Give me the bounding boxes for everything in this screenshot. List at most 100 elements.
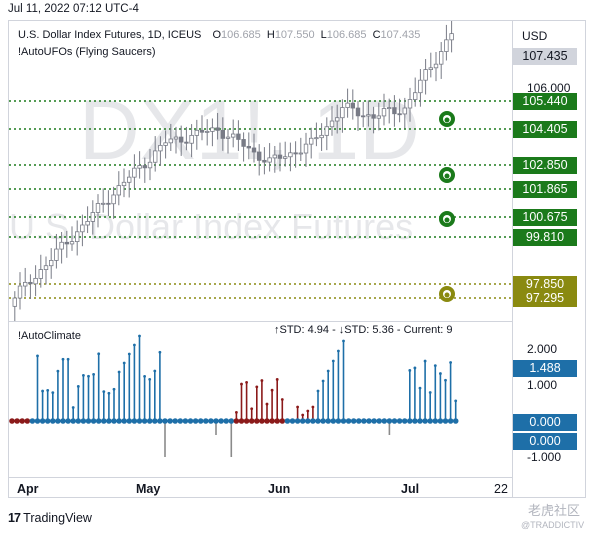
climate-dot: [50, 418, 56, 424]
climate-bar-cap: [265, 402, 269, 406]
level-tag: 101.865: [513, 181, 577, 198]
climate-bar-cap: [235, 410, 238, 414]
climate-dot: [95, 418, 102, 424]
climate-dot: [228, 418, 235, 424]
climate-bar-cap: [66, 357, 70, 361]
climate-dot: [350, 418, 357, 424]
climate-dot: [401, 418, 408, 424]
climate-dot: [243, 418, 250, 424]
climate-tick-bottom: -1.000: [527, 450, 562, 464]
candle-body: [80, 224, 85, 233]
symbol-name[interactable]: U.S. Dollar Index Futures, 1D, ICEUS: [18, 29, 202, 41]
open-value: 106.685: [221, 29, 261, 41]
climate-bar-cap: [337, 349, 340, 353]
candle-body: [220, 129, 225, 139]
candle-body: [158, 144, 163, 152]
ufo-marker-dot: [444, 173, 450, 179]
candle-body: [43, 265, 49, 271]
climate-dot: [335, 418, 342, 424]
climate-bar-cap: [326, 369, 330, 373]
climate-zero-tag-b: 0.000: [513, 433, 577, 450]
climate-dot: [371, 418, 377, 424]
watermark-ticker: DX1!, 1D: [79, 83, 420, 177]
climate-bar-cap: [148, 377, 152, 381]
climate-dot: [238, 418, 245, 424]
climate-dot: [407, 418, 413, 424]
climate-dot: [126, 418, 133, 424]
climate-bar-cap: [112, 387, 116, 391]
candle-body: [303, 143, 309, 154]
watermark-name: U.S. Dollar Index Futures: [9, 206, 413, 247]
climate-dot: [121, 418, 127, 424]
climate-dot: [65, 418, 71, 424]
indicator-legend[interactable]: !AutoUFOs (Flying Saucers): [18, 46, 156, 58]
brand-name: TradingView: [23, 511, 92, 525]
candle-body: [49, 260, 54, 267]
candle-body: [288, 152, 293, 158]
climate-dot: [80, 418, 87, 424]
climate-dot: [432, 418, 439, 424]
climate-bar-cap: [342, 339, 345, 343]
candle-body: [272, 154, 277, 159]
candle-body: [184, 141, 189, 144]
candle-body: [215, 127, 220, 131]
time-axis[interactable]: Apr May Jun Jul 22: [9, 477, 512, 497]
tradingview-brand[interactable]: 17 TradingView: [8, 511, 92, 525]
price-axis[interactable]: 107.435 106.000 105.440 104.405 102.850 101…: [512, 21, 585, 497]
climate-bar-cap: [439, 372, 442, 375]
climate-dot: [274, 418, 281, 424]
level-tag: 100.675: [513, 209, 577, 226]
climate-dot: [330, 418, 337, 424]
climate-dot: [60, 418, 66, 424]
candle-body: [428, 67, 433, 70]
candle-body: [355, 107, 361, 117]
climate-bar-cap: [102, 390, 106, 394]
candle-body: [397, 113, 402, 116]
climate-bar-cap: [71, 406, 75, 409]
candle-body: [59, 241, 64, 250]
climate-dot: [437, 418, 444, 424]
candle-body: [360, 115, 366, 118]
climate-dot: [85, 418, 92, 424]
candle-body: [95, 203, 101, 213]
climate-dot: [325, 418, 332, 424]
climate-bar-cap: [56, 369, 60, 373]
climate-dot: [172, 418, 178, 424]
climate-dot: [345, 418, 352, 424]
candle-body: [17, 285, 23, 299]
climate-dot: [254, 418, 260, 424]
candle-body: [314, 137, 319, 140]
climate-dot: [75, 418, 82, 424]
candle-body: [199, 129, 205, 133]
climate-dot: [315, 418, 321, 424]
climate-dot: [294, 418, 301, 424]
candle-body: [111, 194, 116, 205]
climate-bar-cap: [454, 399, 458, 403]
candle-body: [340, 107, 345, 119]
chart-canvas[interactable]: DX1!, 1D U.S. Dollar Index Futures: [9, 21, 512, 477]
climate-dot: [44, 418, 51, 424]
climate-bar-cap: [418, 386, 422, 390]
climate-dot: [356, 418, 362, 424]
candle-body: [366, 114, 371, 117]
candle-body: [54, 248, 59, 261]
candle-body: [246, 145, 251, 149]
climate-dot: [381, 418, 388, 424]
candle-body: [319, 134, 324, 139]
tradingview-logo-icon: 17: [8, 511, 21, 525]
climate-dot: [213, 418, 219, 424]
climate-dot: [208, 418, 214, 424]
candle-body: [371, 114, 376, 119]
x-label-jul: Jul: [401, 482, 420, 496]
climate-bar-cap: [449, 361, 452, 364]
climate-title[interactable]: !AutoClimate: [18, 330, 81, 342]
climate-bar-cap: [76, 385, 80, 388]
chart-datetime: Jul 11, 2022 07:12 UTC-4: [8, 3, 139, 15]
candle-body: [267, 157, 272, 163]
climate-dot: [157, 418, 163, 424]
wm-handle: @TRADDICTIV: [521, 520, 585, 530]
candle-body: [137, 165, 142, 169]
candle-body: [438, 51, 444, 65]
chart-frame: [8, 20, 586, 498]
climate-dot: [187, 418, 194, 424]
